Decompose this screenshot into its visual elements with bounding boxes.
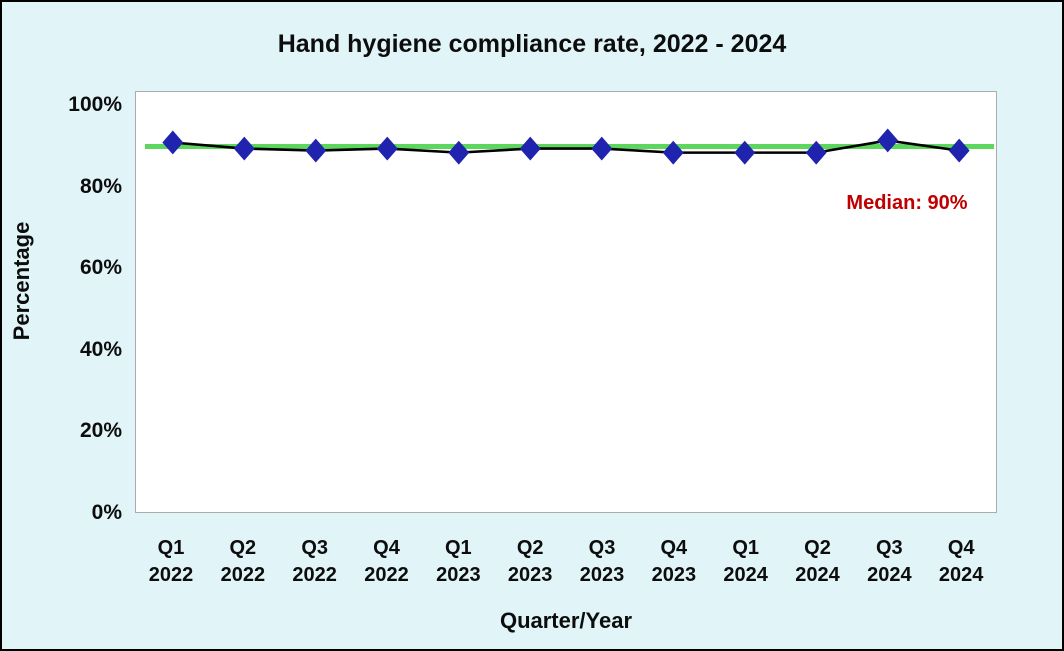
x-tick-quarter: Q3 [301, 537, 328, 559]
x-tick-year: 2024 [867, 564, 912, 586]
y-axis-tick-label: 100% [68, 93, 122, 116]
x-tick-quarter: Q3 [588, 537, 616, 559]
data-point-marker [519, 136, 541, 161]
data-point-marker [948, 138, 970, 163]
x-axis-tick-label: Q4 2022 [351, 535, 423, 589]
x-tick-year: 2024 [795, 564, 840, 586]
x-tick-year: 2023 [579, 564, 625, 586]
median-annotation: Median: 90% [846, 192, 968, 214]
x-tick-year: 2024 [938, 564, 984, 586]
data-point-marker [162, 130, 184, 155]
x-tick-quarter: Q3 [875, 537, 903, 559]
data-line [172, 139, 960, 154]
x-tick-quarter: Q1 [157, 537, 185, 559]
data-point-marker [376, 136, 398, 161]
x-axis-tick-label: Q3 2024 [853, 535, 925, 589]
data-point-marker [805, 140, 827, 165]
x-tick-year: 2022 [220, 564, 266, 586]
data-point-marker [233, 136, 255, 161]
x-axis-tick-label: Q2 2024 [782, 535, 854, 589]
x-tick-quarter: Q4 [660, 537, 688, 559]
x-tick-year: 2022 [364, 564, 409, 586]
x-axis-tick-label: Q3 2023 [566, 535, 638, 589]
x-tick-year: 2023 [507, 564, 553, 586]
x-axis-tick-label: Q1 2024 [710, 535, 782, 589]
x-tick-year: 2022 [292, 564, 337, 586]
x-tick-year: 2023 [436, 564, 481, 586]
x-axis-title: Quarter/Year [499, 608, 633, 633]
x-tick-quarter: Q2 [804, 537, 831, 559]
y-axis-tick-label: 20% [79, 419, 122, 443]
x-axis-tick-label: Q4 2023 [638, 535, 710, 589]
y-axis-tick-label: 40% [79, 337, 122, 361]
x-tick-quarter: Q2 [229, 537, 257, 559]
data-point-marker [305, 138, 327, 163]
x-tick-quarter: Q1 [444, 537, 472, 559]
x-axis-tick-label: Q3 2022 [279, 535, 351, 589]
chart-title: Hand hygiene compliance rate, 2022 - 202… [277, 30, 787, 58]
x-axis-tick-label: Q2 2023 [494, 535, 566, 589]
y-axis-tick-label: 80% [79, 174, 122, 198]
data-point-marker [734, 140, 756, 165]
data-point-marker [591, 136, 613, 161]
y-axis-tick-label: 0% [91, 501, 122, 524]
x-axis-tick-label: Q4 2024 [925, 535, 997, 589]
x-tick-year: 2023 [651, 564, 697, 586]
x-tick-year: 2022 [148, 564, 194, 586]
x-tick-quarter: Q1 [732, 537, 759, 559]
data-point-marker [448, 140, 470, 165]
x-axis-tick-label: Q1 2023 [422, 535, 494, 589]
data-point-marker [662, 140, 684, 165]
x-axis-tick-label: Q1 2022 [135, 535, 207, 589]
y-axis-tick-label: 60% [79, 256, 122, 280]
x-axis-tick-label: Q2 2022 [207, 535, 279, 589]
x-tick-quarter: Q4 [373, 537, 400, 559]
x-tick-quarter: Q4 [947, 537, 975, 559]
plot-area [135, 91, 997, 513]
x-tick-year: 2024 [723, 564, 768, 586]
x-tick-quarter: Q2 [516, 537, 544, 559]
